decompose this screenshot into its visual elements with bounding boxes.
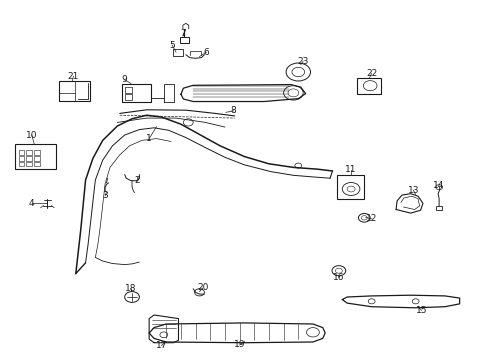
Bar [34,150,40,155]
Text: 17: 17 [155,341,167,350]
Bar [435,206,441,210]
Bar [19,162,24,166]
Text: 16: 16 [332,273,344,282]
Bar [15,144,56,169]
Bar [19,156,24,161]
Text: 13: 13 [407,186,418,194]
Text: 15: 15 [415,306,427,315]
Text: 14: 14 [432,181,444,190]
Text: 11: 11 [345,165,356,174]
Text: 3: 3 [102,192,108,200]
Text: 8: 8 [230,107,236,115]
Bar [26,162,32,166]
Bar [124,94,132,100]
Bar [59,81,90,101]
Text: 23: 23 [297,57,308,66]
Text: 19: 19 [233,341,245,349]
Bar [172,49,183,56]
Bar [356,78,381,94]
Text: 6: 6 [203,48,209,57]
Bar [337,175,364,199]
Bar [26,156,32,161]
Bar [19,150,24,155]
Text: 20: 20 [197,284,208,292]
Text: 9: 9 [122,76,127,85]
Text: 21: 21 [67,72,79,81]
Text: 5: 5 [169,40,175,49]
Text: 10: 10 [26,130,38,139]
Bar [26,150,32,155]
Bar [180,37,188,43]
Bar [34,162,40,166]
Text: 7: 7 [180,29,186,37]
Bar [124,87,132,93]
Text: 4: 4 [29,199,35,208]
Bar [122,84,150,102]
Text: 12: 12 [365,214,377,223]
Text: 22: 22 [365,69,377,78]
Text: 2: 2 [134,176,140,185]
Bar [34,156,40,161]
Text: 1: 1 [146,134,152,143]
Text: 18: 18 [125,284,137,293]
